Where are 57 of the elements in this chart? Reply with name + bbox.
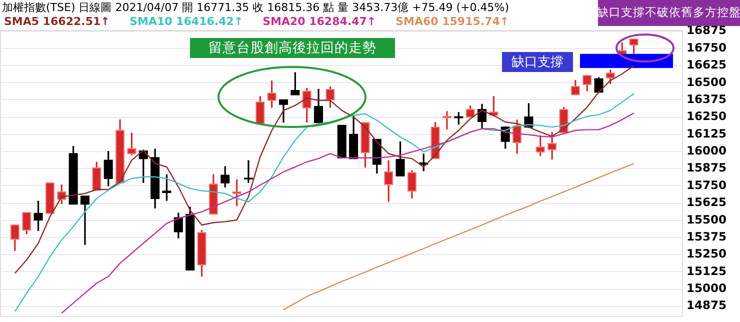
chart-title: 加權指數(TSE) 日線圖 2021/04/07 開 16771.35 收 16815.36 點 量 3453.73億 +75.49 (+0.45%) <box>2 1 510 14</box>
y-tick-label: 16375 <box>686 92 727 106</box>
y-tick-label: 15750 <box>686 178 727 192</box>
line-series <box>282 162 634 310</box>
y-tick-label: 15250 <box>686 246 727 261</box>
candlestick <box>34 200 43 232</box>
candlestick <box>384 159 394 203</box>
y-tick-label: 15625 <box>686 195 727 210</box>
candlestick <box>22 212 32 236</box>
y-tick-label: 15875 <box>686 160 727 175</box>
candlestick <box>162 173 172 202</box>
candlestick <box>466 104 475 119</box>
candlestick <box>10 224 20 252</box>
candlestick <box>244 159 253 184</box>
candlestick <box>232 178 242 207</box>
line-series <box>14 93 634 312</box>
band-label: 缺口支撐 <box>512 55 564 70</box>
text: SMA60 15915.74↑ <box>396 15 510 28</box>
candlestick <box>594 76 604 94</box>
y-tick-label: 16750 <box>686 40 727 54</box>
text: SMA10 16416.42↑ <box>130 15 244 28</box>
candlestick <box>326 86 335 109</box>
candlestick <box>104 150 113 187</box>
candlestick <box>278 99 288 124</box>
y-tick-label: 16625 <box>686 58 727 72</box>
candlestick <box>267 80 276 109</box>
candlestick <box>302 87 312 124</box>
candlestick <box>570 79 580 96</box>
y-tick-label: 14875 <box>686 298 727 312</box>
y-tick-label: 16250 <box>686 109 727 124</box>
y-tick-label: 15375 <box>686 229 727 244</box>
y-tick-label: 15500 <box>686 212 727 226</box>
candlestick <box>314 88 324 124</box>
annotation: 留意台股創高後拉回的走勢 <box>208 40 376 56</box>
candlestick <box>220 165 230 188</box>
candlestick <box>629 38 638 55</box>
y-tick-label: 15125 <box>686 264 727 278</box>
candlestick <box>582 74 592 92</box>
y-tick-label: 16000 <box>686 144 727 158</box>
candlestick <box>396 140 405 177</box>
y-tick-label: 16125 <box>686 126 727 140</box>
candlestick <box>256 95 265 126</box>
line-series <box>61 112 634 314</box>
y-tick-label: 15000 <box>686 281 727 295</box>
candlestick <box>290 71 300 96</box>
candlestick <box>92 161 102 191</box>
candlestick <box>548 131 557 160</box>
text: SMA20 16284.47↑ <box>262 15 376 28</box>
candlestick <box>127 132 136 156</box>
candlestick <box>407 169 416 200</box>
candlestick <box>536 134 545 158</box>
candlestick <box>606 68 615 85</box>
candlestick <box>174 212 183 240</box>
candlestick <box>80 195 90 246</box>
text: SMA5 16622.51↑ <box>4 15 110 28</box>
candlestick <box>477 103 486 130</box>
y-tick-label: 16500 <box>686 74 727 89</box>
